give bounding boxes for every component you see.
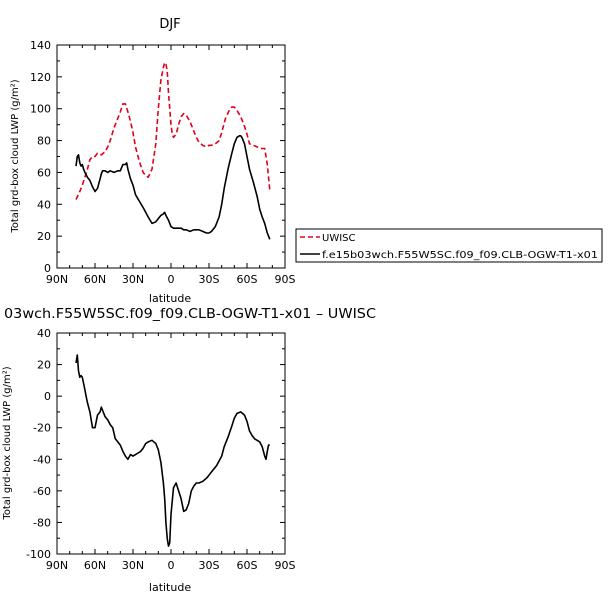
- bottom-y-tick-label: -20: [33, 422, 51, 435]
- bottom-y-axis-label: Total grd-box cloud LWP (g/m²): [2, 366, 13, 520]
- top-y-axis-label: Total grd-box cloud LWP (g/m²): [10, 79, 21, 233]
- bottom-y-tick-label: 40: [37, 327, 51, 340]
- bottom-x-tick-label: 60S: [237, 559, 258, 572]
- bottom-x-tick-label: 30N: [122, 559, 144, 572]
- bottom-y-tick-label: 0: [44, 390, 51, 403]
- bottom-y-tick-label: -100: [26, 548, 51, 561]
- top-y-tick-label: 80: [37, 135, 51, 148]
- legend-box: [295, 228, 603, 263]
- top-y-tick-label: 60: [37, 166, 51, 179]
- legend-label-uwisc: UWISC: [322, 233, 356, 244]
- bottom-x-tick-label: 0: [168, 559, 175, 572]
- top-series-line-0: [75, 61, 271, 200]
- bottom-x-tick-label: 60N: [84, 559, 106, 572]
- top-x-tick-label: 0: [168, 273, 175, 286]
- top-y-tick-label: 120: [30, 71, 51, 84]
- top-series-line-1: [75, 135, 271, 240]
- bottom-x-axis-label: latitude: [149, 581, 191, 594]
- top-x-tick-label: 90S: [275, 273, 296, 286]
- legend: UWISC f.e15b03wch.F55W5SC.f09_f09.CLB-OG…: [295, 228, 603, 263]
- bottom-y-tick-label: -60: [33, 485, 51, 498]
- bottom-series-line-0: [75, 354, 270, 547]
- top-x-tick-label: 90N: [46, 273, 68, 286]
- top-y-tick-label: 140: [30, 39, 51, 52]
- top-x-axis-label: latitude: [149, 292, 191, 305]
- top-y-tick-label: 100: [30, 103, 51, 116]
- top-panel: DJF Total grd-box cloud LWP (g/m²) latit…: [10, 17, 296, 305]
- bottom-panel: 03wch.F55W5SC.f09_f09.CLB-OGW-T1-x01 – U…: [2, 307, 376, 594]
- bottom-y-tick-label: -80: [33, 516, 51, 529]
- bottom-x-tick-label: 30S: [199, 559, 220, 572]
- top-y-tick-label: 20: [37, 230, 51, 243]
- bottom-x-tick-label: 90N: [46, 559, 68, 572]
- bottom-y-tick-label: -40: [33, 453, 51, 466]
- top-plot-frame: [56, 44, 286, 269]
- top-x-tick-label: 30S: [199, 273, 220, 286]
- bottom-x-tick-label: 90S: [275, 559, 296, 572]
- top-y-tick-label: 0: [44, 262, 51, 275]
- top-x-tick-label: 30N: [122, 273, 144, 286]
- top-chart-title: DJF: [159, 17, 180, 32]
- top-x-tick-label: 60S: [237, 273, 258, 286]
- top-y-tick-label: 40: [37, 198, 51, 211]
- legend-label-model: f.e15b03wch.F55W5SC.f09_f09.CLB-OGW-T1-x…: [322, 250, 598, 261]
- bottom-y-tick-label: 20: [37, 359, 51, 372]
- bottom-chart-title: 03wch.F55W5SC.f09_f09.CLB-OGW-T1-x01 – U…: [4, 307, 376, 322]
- top-x-tick-label: 60N: [84, 273, 106, 286]
